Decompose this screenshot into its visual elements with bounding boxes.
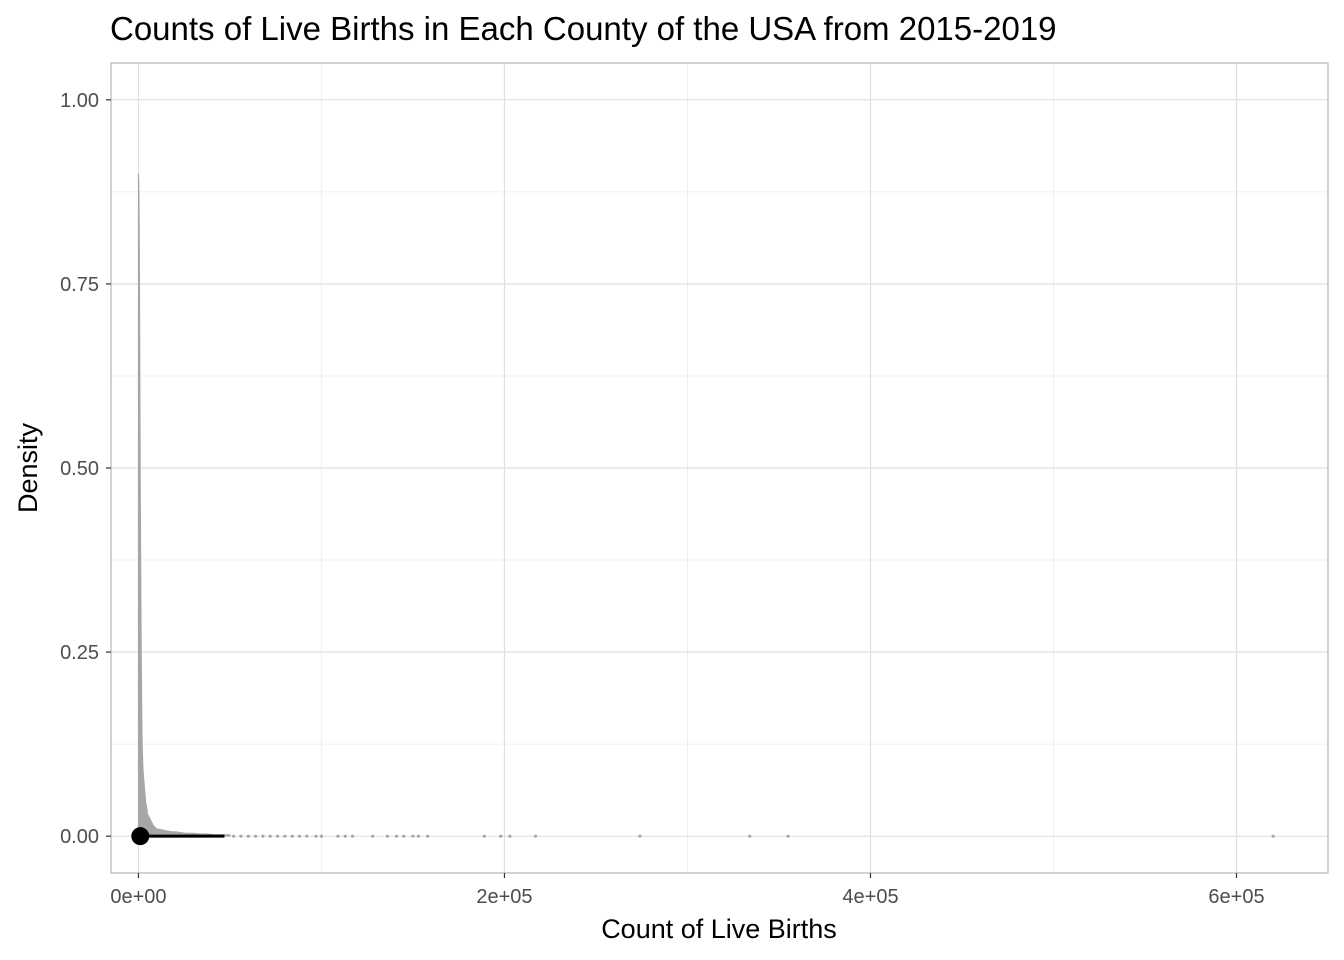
data-point — [305, 834, 309, 838]
chart-title: Counts of Live Births in Each County of … — [110, 10, 1057, 47]
data-point — [748, 834, 752, 838]
data-point — [239, 834, 243, 838]
density-area — [137, 173, 231, 837]
data-point — [261, 834, 265, 838]
y-tick-label: 0.75 — [60, 274, 99, 296]
data-point — [350, 834, 355, 838]
y-tick-label: 1.00 — [60, 90, 99, 112]
data-point — [394, 834, 399, 838]
data-point — [336, 834, 340, 838]
x-tick-label: 2e+05 — [476, 886, 532, 908]
summary-point — [131, 827, 150, 846]
data-point — [533, 834, 538, 838]
data-point — [232, 834, 236, 838]
data-point — [314, 834, 318, 838]
data-point — [297, 834, 302, 838]
data-point — [482, 834, 486, 838]
data-point — [385, 834, 389, 838]
data-point — [371, 834, 375, 838]
x-tick-label: 0e+00 — [110, 886, 166, 908]
data-point — [275, 834, 280, 838]
data-point — [253, 834, 258, 838]
y-tick-label: 0.00 — [60, 826, 99, 848]
data-point — [411, 834, 415, 838]
data-point — [290, 834, 294, 838]
data-point — [638, 834, 642, 838]
y-tick-label: 0.50 — [60, 458, 99, 480]
data-point — [508, 834, 512, 838]
data-point — [319, 834, 324, 838]
data-point — [343, 834, 347, 838]
data-point — [1271, 834, 1275, 838]
data-point — [402, 834, 406, 838]
y-axis-title: Density — [13, 422, 43, 513]
data-point — [283, 834, 287, 838]
data-point — [246, 834, 250, 838]
x-tick-label: 6e+05 — [1208, 886, 1264, 908]
data-point — [786, 834, 790, 838]
data-point — [426, 834, 430, 838]
x-tick-label: 4e+05 — [842, 886, 898, 908]
data-point — [416, 834, 421, 838]
plot-panel: 0e+00 2e+05 4e+05 6e+05 0.00 0.25 0.50 0.75 1.00 — [60, 62, 1329, 908]
y-tick-label: 0.25 — [60, 642, 99, 664]
data-point — [268, 834, 272, 838]
x-axis-title: Count of Live Births — [601, 914, 837, 944]
data-point — [499, 834, 503, 838]
